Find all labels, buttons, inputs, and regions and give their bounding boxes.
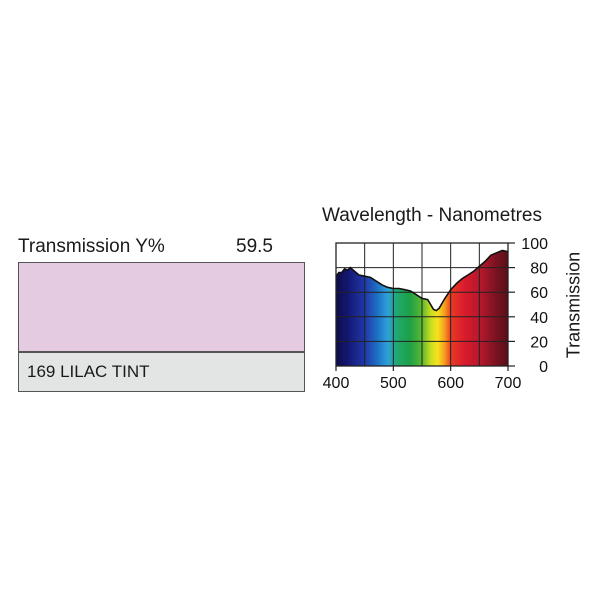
color-swatch [18,262,305,352]
transmission-label: Transmission Y% [18,236,165,257]
x-tick-label: 700 [495,375,522,392]
transmission-curve [335,249,509,312]
filter-name: 169 LILAC TINT [27,362,150,381]
x-tick-label: 400 [323,375,350,392]
y-tick-label: 80 [530,261,548,278]
y-axis-title: Transmission [563,251,584,359]
y-tick-label: 0 [539,359,548,376]
y-tick-label: 20 [530,334,548,351]
y-tick-label: 60 [530,285,548,302]
y-tick-label: 100 [521,236,548,253]
y-tick-label: 40 [530,310,548,327]
x-tick-label: 600 [437,375,464,392]
transmission-value: 59.5 [236,236,273,257]
chart-title: Wavelength - Nanometres [322,205,543,226]
plot-frame [335,242,509,367]
filter-name-box: 169 LILAC TINT [18,352,305,392]
x-tick-label: 500 [380,375,407,392]
